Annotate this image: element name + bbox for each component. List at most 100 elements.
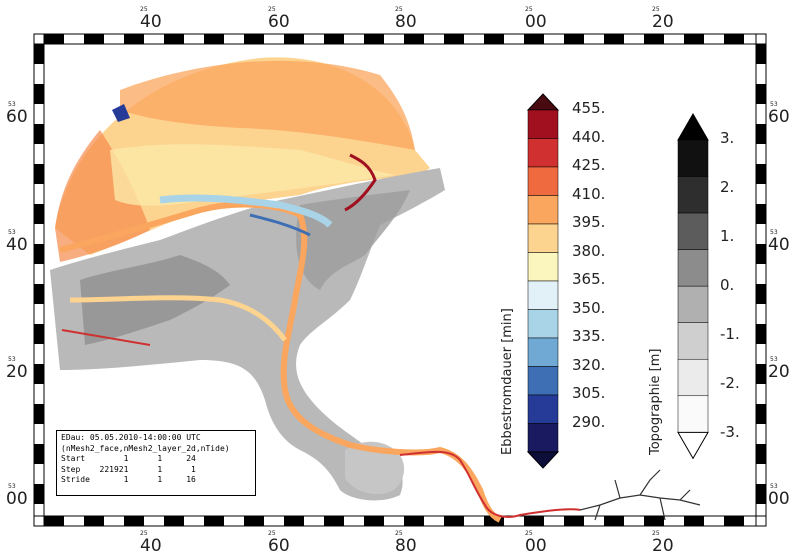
frame-label-left-minor: 53 (8, 101, 16, 108)
frame-label-bottom-minor: 25 (268, 530, 276, 537)
frame-segment-bottom (284, 516, 304, 526)
info-row: Step 221921 1 1 (61, 464, 196, 474)
frame-label-left: 00 (6, 489, 28, 509)
colorbar-ebb-label: 290. (572, 412, 606, 431)
colorbar-ebb-top-arrow (526, 93, 560, 111)
info-rows: Start 1 1 24 Step 221921 1 1 Stride 1 1 16 (61, 454, 251, 486)
colorbar-topo-bottom-arrow (677, 431, 709, 460)
colorbar-ebb-swatch (527, 309, 559, 339)
frame-label-right: 40 (768, 235, 790, 255)
colorbar-ebb-swatch (527, 366, 559, 396)
river-network (579, 469, 701, 521)
colorbar-topo-swatch (677, 139, 709, 177)
frame-segment-left (34, 164, 44, 184)
channel-blue-weser (159, 194, 333, 228)
frame-outer (33, 33, 767, 527)
ebb-field-orange-north (120, 60, 415, 151)
channel-elbe-upper (399, 450, 581, 518)
frame-label-right-minor: 53 (770, 356, 778, 363)
frame-label-bottom: 60 (268, 536, 290, 556)
info-row: Start 1 1 24 (61, 454, 196, 463)
frame-segment-right (756, 484, 766, 504)
frame-label-left-minor: 53 (8, 356, 16, 363)
frame-segment-bottom (684, 516, 704, 526)
frame-segment-top (404, 34, 424, 44)
frame-segment-right (756, 444, 766, 464)
colorbar-ebb-label: 350. (572, 298, 606, 317)
frame-label-right-minor: 53 (770, 101, 778, 108)
colorbar-topo (677, 112, 709, 460)
frame-segment-left (34, 284, 44, 304)
frame-segment-left (34, 44, 44, 64)
colorbar-ebb-label: 365. (572, 270, 606, 288)
ebb-field-blue-corner (112, 104, 130, 122)
colorbar-topo-swatch (677, 212, 709, 250)
frame-label-top-minor: 25 (652, 6, 660, 13)
colorbar-ebb-swatch (527, 252, 559, 282)
frame-segment-bottom (364, 516, 384, 526)
frame-segment-bottom (324, 516, 344, 526)
frame-segment-top (524, 34, 544, 44)
frame-segment-top (84, 34, 104, 44)
frame-segment-top (444, 34, 464, 44)
frame-segment-top (284, 34, 304, 44)
colorbar-ebb-label: 335. (572, 327, 606, 345)
colorbar-ebb-label: 425. (572, 156, 606, 174)
frame-label-right-minor: 53 (770, 483, 778, 490)
frame-segment-bottom (604, 516, 624, 526)
frame-segment-right (756, 404, 766, 424)
topography-flats-east (296, 190, 410, 290)
frame-segment-top (364, 34, 384, 44)
colorbar-ebb-swatch (527, 223, 559, 253)
frame-label-top-minor: 25 (140, 6, 148, 13)
colorbar-ebb-label: 305. (572, 384, 606, 402)
frame-segment-top (164, 34, 184, 44)
frame-label-right-minor: 53 (770, 229, 778, 236)
frame-segment-bottom (524, 516, 544, 526)
frame-segment-bottom (724, 516, 744, 526)
frame-label-bottom-minor: 25 (652, 530, 660, 537)
frame-label-bottom-minor: 25 (525, 530, 533, 537)
frame-segment-bottom (204, 516, 224, 526)
colorbar-topo-swatch (677, 176, 709, 214)
colorbar-topo-title: Topographie [m] (648, 348, 663, 456)
channel-red-north (344, 153, 377, 212)
frame-label-right: 60 (768, 107, 790, 127)
frame-label-bottom: 80 (395, 536, 417, 556)
colorbar-topo-label: -3. (720, 423, 740, 441)
map-plot-area (50, 57, 701, 523)
frame-segment-top (244, 34, 264, 44)
colorbar-topo-label: 3. (720, 129, 735, 147)
frame-segment-top (644, 34, 664, 44)
frame-label-right: 00 (768, 489, 790, 509)
colorbar-topo-swatch (677, 285, 709, 323)
colorbar-ebb-label: 410. (572, 184, 606, 203)
channel-light-south (69, 295, 287, 342)
frame-segment-top (684, 34, 704, 44)
frame-label-bottom: 00 (525, 536, 547, 556)
frame-label-top: 40 (140, 12, 162, 32)
colorbar-ebb-swatch (527, 337, 559, 367)
frame-label-left-minor: 53 (8, 229, 16, 236)
colorbar-topo-swatch (677, 322, 709, 360)
frame-label-top-minor: 25 (395, 6, 403, 13)
ebb-field-light-center (110, 144, 395, 206)
frame-segment-top (724, 34, 744, 44)
frame-inner (43, 43, 757, 517)
frame-segment-left (34, 204, 44, 224)
frame-segment-right (756, 364, 766, 384)
frame-corner (755, 515, 767, 527)
frame-segment-left (34, 444, 44, 464)
frame-label-top: 20 (652, 12, 674, 32)
colorbar-topo-label: 0. (720, 276, 735, 294)
colorbar-topo-swatch (677, 358, 709, 397)
frame-corner (755, 33, 767, 45)
frame-label-bottom-minor: 25 (395, 530, 403, 537)
frame-segment-top (564, 34, 584, 44)
colorbar-ebb-label: 440. (572, 127, 606, 146)
frame-segment-bottom (484, 516, 504, 526)
colorbar-ebb-label: 455. (572, 99, 606, 117)
frame-segment-left (34, 404, 44, 424)
frame-segment-bottom (404, 516, 424, 526)
frame-segment-right (756, 44, 766, 64)
